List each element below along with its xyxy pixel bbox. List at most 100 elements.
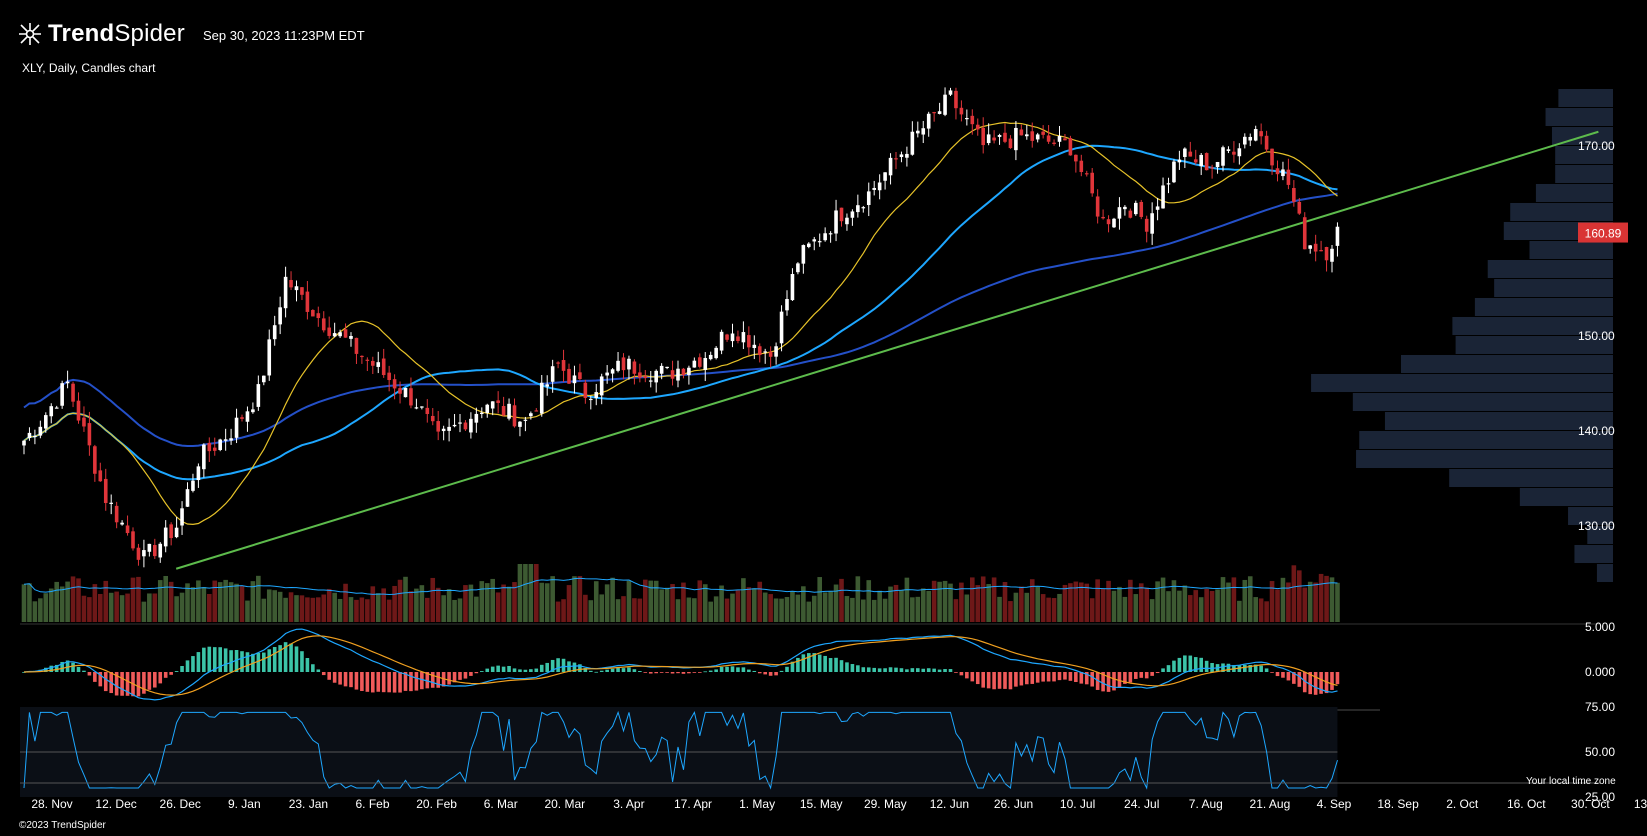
candle-body [747, 335, 751, 348]
candle [828, 231, 833, 243]
volume-bar [463, 585, 468, 622]
macd-histogram-bar [1150, 672, 1154, 676]
candle [643, 370, 648, 383]
macd-histogram-bar [539, 664, 544, 672]
volume-bar [217, 582, 223, 622]
candle [33, 429, 37, 445]
candle-body [856, 205, 860, 213]
volume-bar [27, 583, 32, 622]
candle-body [812, 239, 817, 242]
macd-histogram-bar [1264, 668, 1269, 672]
volume-bar [1095, 579, 1100, 622]
macd-histogram-bar [305, 658, 310, 672]
volume-bar [1335, 582, 1340, 622]
x-tick-label: 2. Oct [1446, 797, 1479, 811]
candle [354, 337, 359, 365]
candle [567, 363, 571, 384]
candle-body [1335, 226, 1340, 246]
candle-body [425, 407, 430, 415]
macd-histogram-bar [103, 672, 108, 692]
macd-histogram-bar [1046, 672, 1051, 682]
volume-bar [539, 582, 545, 622]
macd-histogram-bar [142, 672, 146, 694]
macd-histogram-bar [114, 672, 119, 696]
macd-histogram-bar [169, 672, 173, 675]
volume-bar [414, 588, 419, 622]
volume-bar [1231, 577, 1237, 622]
volume-profile-row [1545, 108, 1613, 126]
macd-histogram-bar [1286, 672, 1291, 681]
volume-bar [1264, 601, 1269, 622]
candle-body [294, 286, 299, 291]
candle [212, 437, 217, 456]
candle-body [191, 480, 195, 491]
candle [414, 398, 419, 410]
candle [447, 418, 451, 442]
candle [648, 370, 653, 388]
volume-bar [310, 597, 316, 622]
candle-body [921, 128, 926, 135]
candle-body [817, 241, 822, 243]
macd-histogram-bar [1210, 663, 1214, 672]
macd-histogram-bar [202, 647, 206, 672]
candle-body [1166, 183, 1171, 185]
candle-body [888, 157, 893, 176]
candle-body [311, 310, 315, 317]
volume-bar [272, 590, 277, 622]
candle-body [272, 325, 277, 340]
candle [1052, 139, 1056, 146]
candle [937, 102, 942, 115]
candle-body [932, 112, 936, 114]
volume-bars [21, 564, 1340, 622]
candle-body [240, 417, 244, 419]
candle [589, 395, 593, 410]
candle [158, 542, 163, 563]
volume-bar [1302, 587, 1308, 622]
macd-histogram-bar [1166, 665, 1171, 672]
volume-bar [1155, 581, 1160, 622]
candle-body [71, 383, 75, 402]
volume-bar [1297, 570, 1302, 622]
trendline[interactable] [175, 130, 1599, 570]
candle [757, 343, 762, 363]
macd-histogram-bar [861, 667, 866, 672]
volume-bar [1144, 587, 1149, 622]
candle [883, 172, 887, 190]
candle [970, 109, 975, 135]
volume-bar [975, 585, 981, 622]
macd-histogram-bar [954, 672, 958, 673]
candle-body [174, 527, 179, 538]
candle-body [300, 287, 304, 295]
candle-body [654, 370, 658, 383]
candle-body [719, 331, 724, 351]
candle [975, 118, 980, 136]
candle-body [93, 446, 97, 474]
candle-body [910, 131, 915, 155]
macd-histogram-bar [550, 659, 555, 672]
volume-bar [790, 591, 795, 622]
macd-histogram-bar [719, 666, 724, 672]
macd-histogram-bar [218, 647, 222, 672]
macd-histogram-bar [1237, 665, 1242, 672]
macd-histogram-bar [234, 649, 239, 672]
candle-body [1014, 127, 1018, 151]
volume-profile-row [1449, 469, 1613, 487]
candle [234, 408, 239, 444]
candle-body [202, 444, 206, 470]
candle [1232, 141, 1236, 163]
candle-body [632, 361, 637, 374]
volume-bar [452, 599, 457, 622]
brand-name: TrendSpider [48, 20, 185, 48]
macd-histogram-bar [409, 672, 413, 692]
candle [403, 387, 408, 398]
volume-bar [65, 581, 70, 622]
macd-histogram-bar [1248, 664, 1253, 672]
volume-profile-row [1574, 545, 1613, 563]
candle [27, 427, 32, 441]
volume-bar [1166, 591, 1171, 622]
candle [1106, 215, 1111, 233]
volume-bar [337, 598, 343, 622]
volume-bar [490, 578, 495, 622]
macd-histogram-bar [992, 672, 996, 690]
